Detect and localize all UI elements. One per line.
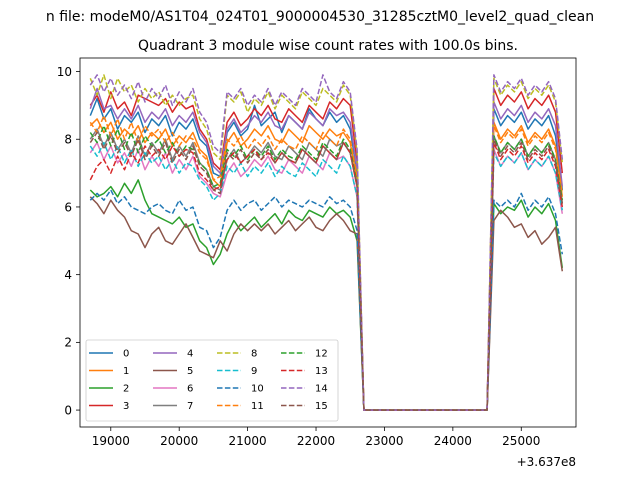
x-tick-label: 23000	[365, 434, 403, 448]
legend-label-3: 3	[123, 401, 129, 412]
legend-label-11: 11	[251, 401, 264, 412]
y-tick-label: 8	[64, 133, 72, 147]
legend-label-12: 12	[315, 349, 328, 360]
legend-box	[85, 339, 339, 422]
series-line-14	[89, 74, 564, 411]
legend-label-10: 10	[251, 384, 264, 395]
x-tick-label: 19000	[92, 434, 130, 448]
legend-label-2: 2	[123, 384, 129, 395]
legend-label-15: 15	[315, 401, 328, 412]
legend-label-7: 7	[187, 401, 193, 412]
y-tick-label: 10	[57, 65, 72, 79]
x-offset-label: +3.637e8	[517, 455, 576, 469]
legend-label-13: 13	[315, 366, 328, 377]
y-tick-label: 6	[64, 200, 72, 214]
legend-label-4: 4	[187, 349, 193, 360]
legend-label-14: 14	[315, 384, 328, 395]
x-tick-label: 25000	[502, 434, 540, 448]
legend-label-1: 1	[123, 366, 129, 377]
x-tick-label: 22000	[297, 434, 335, 448]
x-tick-label: 21000	[229, 434, 267, 448]
x-axis: 19000 20000 21000 22000 23000 24000 25000	[92, 427, 540, 448]
y-tick-label: 2	[64, 336, 72, 350]
legend-label-5: 5	[187, 366, 193, 377]
x-tick-label: 24000	[434, 434, 472, 448]
chart-title: Quadrant 3 module wise count rates with …	[138, 38, 518, 54]
y-tick-label: 0	[64, 403, 72, 417]
series-line-15	[89, 131, 564, 411]
legend-label-0: 0	[123, 349, 129, 360]
plot-frame	[79, 57, 577, 428]
series-layer	[89, 74, 564, 411]
y-axis: 0 2 4 6 8 10	[57, 65, 80, 417]
figure-suptitle: n file: modeM0/AS1T04_024T01_9000004530_…	[46, 9, 594, 25]
legend-label-8: 8	[251, 349, 257, 360]
legend-label-9: 9	[251, 366, 257, 377]
legend-label-6: 6	[187, 384, 193, 395]
x-tick-label: 20000	[160, 434, 198, 448]
y-tick-label: 4	[64, 268, 72, 282]
